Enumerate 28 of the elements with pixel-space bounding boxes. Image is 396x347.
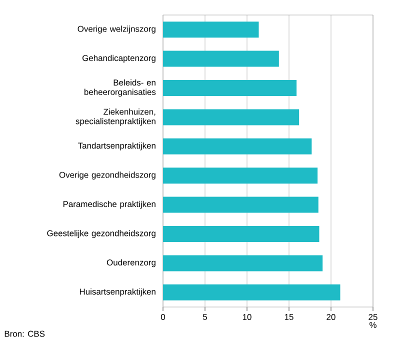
bar xyxy=(163,284,340,300)
y-tick-label: Ziekenhuizen, specialistenpraktijken xyxy=(76,108,156,126)
y-tick-label: Paramedische praktijken xyxy=(63,200,156,209)
x-axis-title: % xyxy=(370,322,376,328)
y-tick-label: Geestelijke gezondheidszorg xyxy=(47,230,156,238)
x-tick-label: 20 xyxy=(326,314,336,320)
x-tick-label: 10 xyxy=(242,314,252,320)
y-tick-label: Huisartsenpraktijken xyxy=(80,288,156,296)
y-tick-label: Gehandicaptenzorg xyxy=(82,54,156,63)
x-tick-label: 0 xyxy=(160,314,166,320)
bar xyxy=(163,109,300,126)
bar xyxy=(163,138,312,154)
y-tick-label: Overige welzijnszorg xyxy=(78,26,156,34)
bar xyxy=(163,80,297,96)
y-tick-label: Beleids- en beheerorganisaties xyxy=(84,79,156,97)
x-tick-label: 25 xyxy=(368,314,378,320)
y-tick-label: Ouderenzorg xyxy=(106,259,156,268)
bar xyxy=(163,255,323,272)
y-tick-label: Overige gezondheidszorg xyxy=(59,172,156,180)
bar xyxy=(163,196,318,213)
bar xyxy=(163,50,279,67)
text: Bron: CBS xyxy=(4,330,45,337)
x-tick-label: 15 xyxy=(284,314,294,320)
bar xyxy=(163,168,318,184)
bar xyxy=(163,226,320,242)
bar xyxy=(163,22,259,38)
y-tick-label: Tandartsenpraktijken xyxy=(78,142,156,150)
x-tick-label: 5 xyxy=(202,314,208,320)
